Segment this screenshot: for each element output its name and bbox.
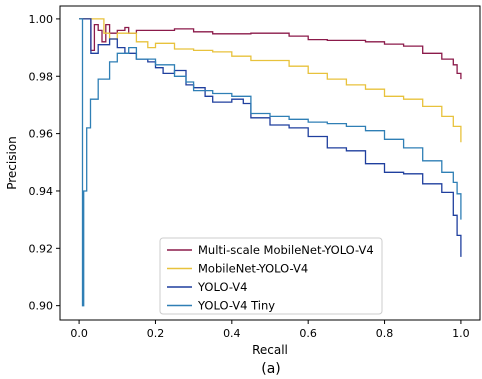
- legend-entry-label: YOLO-V4: [197, 280, 247, 294]
- series-line-1: [79, 18, 462, 143]
- y-tick-label: 0.92: [29, 242, 54, 255]
- legend-box: [159, 237, 383, 315]
- legend-entry-label: YOLO-V4 Tiny: [197, 299, 275, 313]
- y-tick-label: 0.90: [29, 300, 54, 313]
- series-line-2: [79, 18, 462, 257]
- x-axis-label: Recall: [252, 343, 288, 357]
- series-line-3: [79, 18, 462, 307]
- y-tick-label: 0.98: [29, 70, 54, 83]
- legend-entry-label: Multi-scale MobileNet-YOLO-V4: [198, 243, 374, 257]
- x-tick-label: 0.6: [299, 327, 317, 340]
- legend: Multi-scale MobileNet-YOLO-V4 MobileNet-Y…: [159, 237, 383, 315]
- x-tick-label: 0.4: [223, 327, 241, 340]
- series-layer: [79, 18, 462, 307]
- y-axis-label: Precision: [5, 136, 19, 190]
- y-tick-label: 0.94: [29, 185, 54, 198]
- x-tick-label: 1.0: [452, 327, 470, 340]
- x-axis-ticks: 0.0 0.2 0.4 0.6 0.8 1.0: [70, 320, 470, 340]
- y-axis-ticks: 0.90 0.92 0.94 0.96 0.98 1.00: [29, 13, 60, 313]
- series-line-0: [79, 18, 462, 80]
- y-tick-label: 1.00: [29, 13, 54, 26]
- x-tick-label: 0.0: [70, 327, 88, 340]
- figure-caption: (a): [261, 361, 281, 377]
- x-tick-label: 0.8: [376, 327, 394, 340]
- legend-entry-label: MobileNet-YOLO-V4: [198, 262, 308, 276]
- x-tick-label: 0.2: [147, 327, 165, 340]
- y-tick-label: 0.96: [29, 128, 54, 141]
